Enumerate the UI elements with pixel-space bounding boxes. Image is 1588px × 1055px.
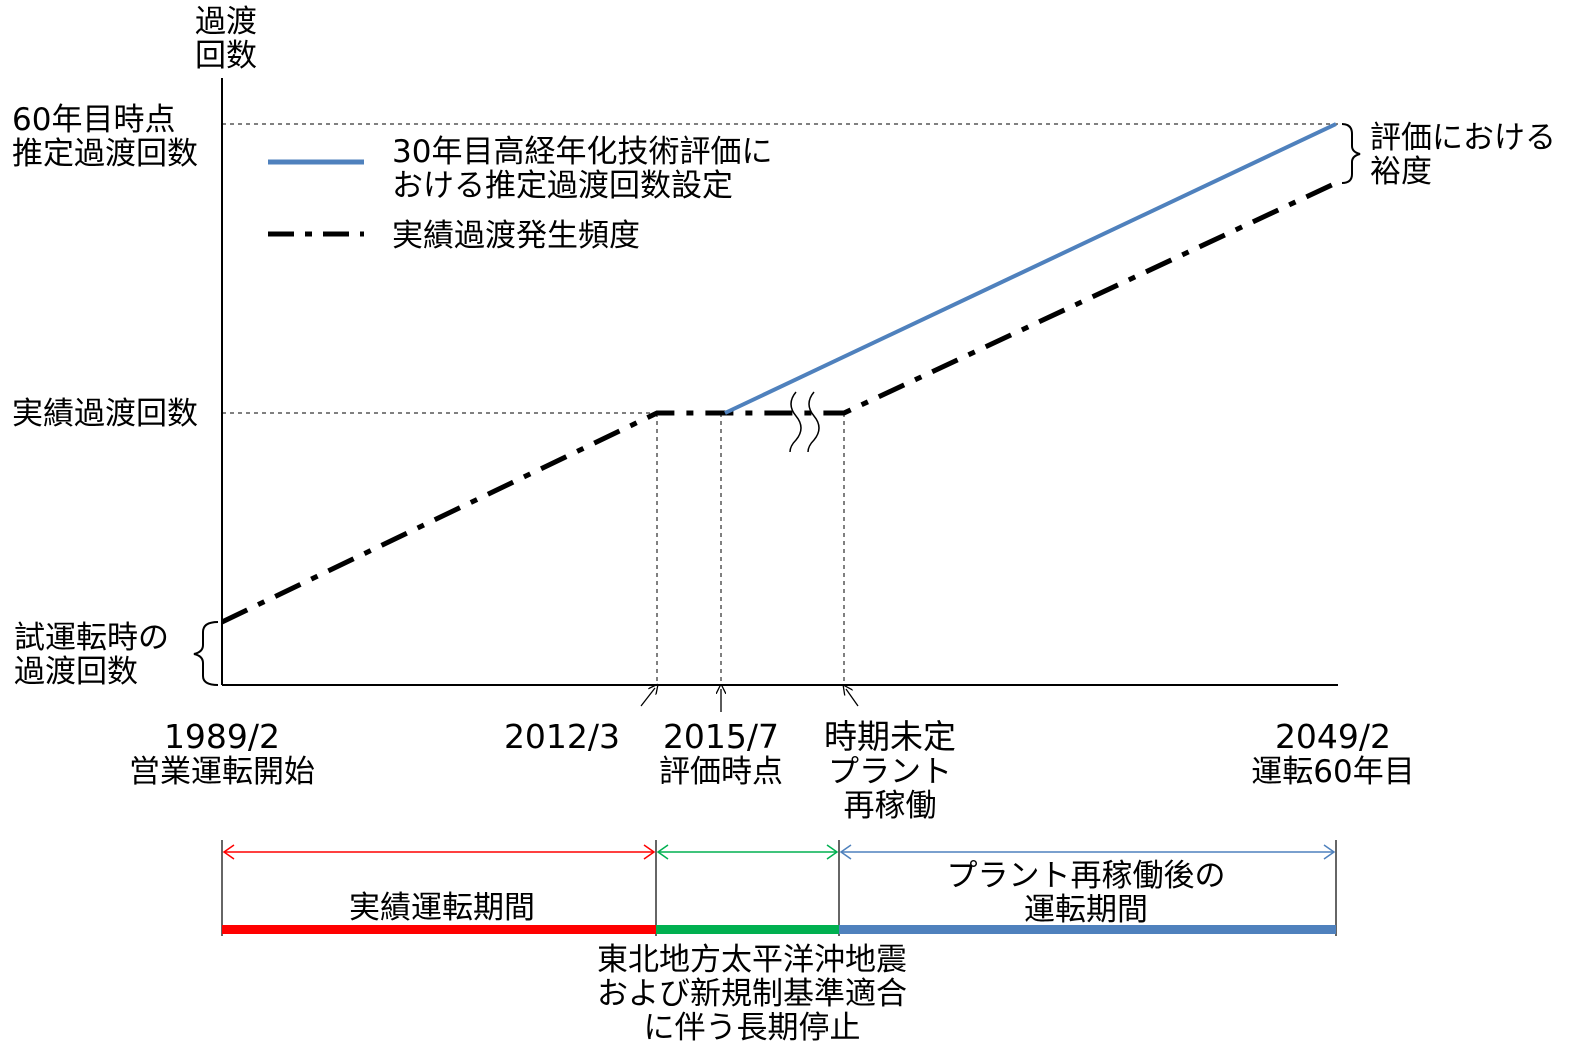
legend-design-label-line2: おける推定過渡回数設定	[392, 168, 733, 204]
red-period-arrow	[222, 844, 656, 860]
shutdown-note-line1: 東北地方太平洋沖地震	[597, 942, 907, 978]
period-after-restart-line2: 運転期間	[1024, 892, 1148, 928]
margin-label-line1: 評価における	[1370, 120, 1556, 156]
caption-2049: 運転60年目	[1251, 754, 1414, 790]
date-2049: 2049/2	[1275, 717, 1391, 756]
date-2012: 2012/3	[504, 717, 620, 756]
y-label-estimated-60yr-line2: 推定過渡回数	[12, 136, 198, 172]
legend-actual-label: 実績過渡発生頻度	[392, 218, 640, 254]
y-label-trial-line2: 過渡回数	[14, 654, 138, 690]
blue-period-bar	[839, 925, 1336, 934]
caption-1989: 営業運転開始	[129, 754, 315, 790]
design-estimate-line	[724, 122, 1337, 415]
break-mark-1	[789, 391, 802, 453]
shutdown-note-line2: および新規制基準適合	[597, 976, 907, 1012]
date-restart: 時期未定	[824, 717, 956, 756]
red-period-bar	[222, 925, 656, 934]
y-label-estimated-60yr-line1: 60年目時点	[12, 102, 175, 138]
margin-brace	[1341, 123, 1361, 184]
caption-restart-line2: 再稼働	[844, 788, 937, 824]
actual-frequency-line	[220, 180, 1338, 625]
shutdown-note-line3: に伴う長期停止	[644, 1010, 861, 1046]
period-after-restart-line1: プラント再稼働後の	[947, 858, 1226, 894]
period-actual-label: 実績運転期間	[349, 890, 535, 926]
arrow-restart	[846, 689, 859, 707]
caption-restart-line1: プラント	[828, 754, 952, 790]
y-axis-title-line1: 過渡	[195, 4, 257, 40]
date-1989: 1989/2	[164, 717, 280, 756]
green-period-arrow	[656, 844, 839, 860]
blue-period-arrow	[839, 844, 1336, 860]
legend-design-label-line1: 30年目高経年化技術評価に	[392, 134, 772, 170]
green-period-bar	[656, 925, 839, 934]
y-label-actual: 実績過渡回数	[12, 396, 198, 432]
break-mark-2	[807, 391, 820, 453]
margin-label-line2: 裕度	[1370, 154, 1432, 190]
y-axis-title-line2: 回数	[195, 38, 257, 74]
arrow-2012	[640, 688, 655, 707]
date-2015: 2015/7	[663, 717, 779, 756]
y-label-trial-line1: 試運転時の	[14, 620, 169, 656]
trial-count-brace	[193, 621, 219, 686]
caption-2015: 評価時点	[659, 754, 783, 790]
